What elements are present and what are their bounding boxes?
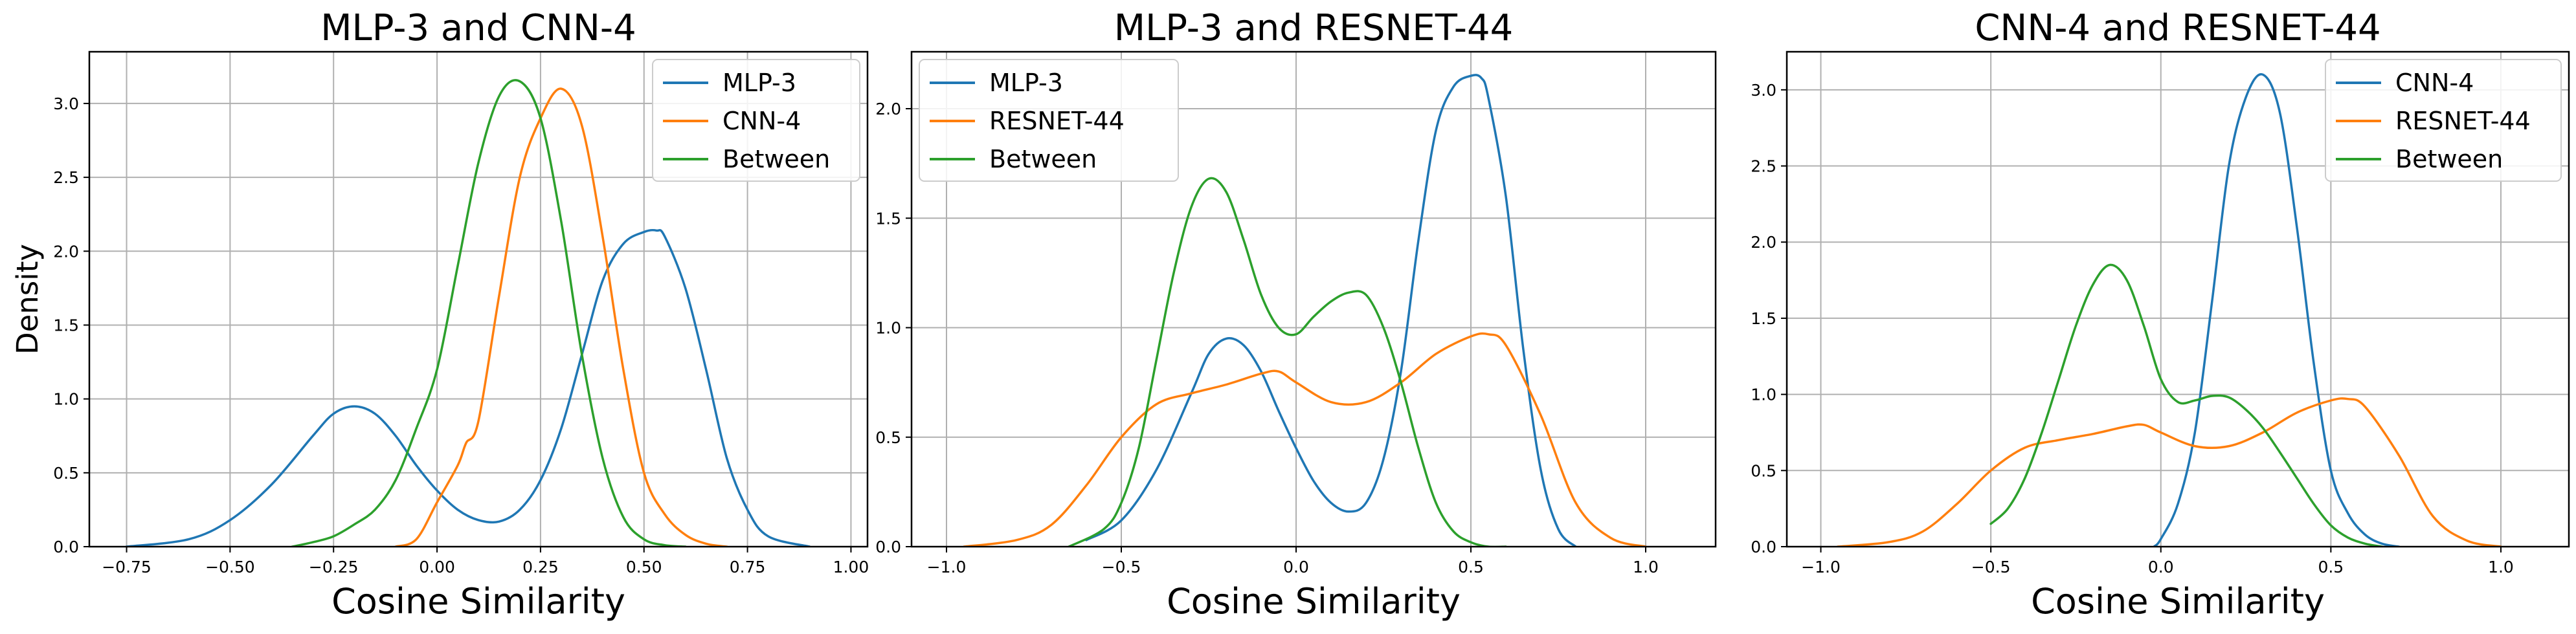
plot-frame <box>88 50 869 548</box>
legend-label: CNN-4 <box>2395 69 2474 97</box>
panel-mlp3-resnet44: −1.0 −0.5 0.0 0.5 1.0 0.0 0.5 1.0 1.5 2.0 MLP-3 an… <box>875 7 1717 622</box>
legend-box <box>652 59 860 182</box>
x-tick-label: −1.0 <box>1801 558 1841 576</box>
y-tick-label: 0.0 <box>53 538 79 556</box>
series-line-between <box>1068 177 1507 547</box>
x-tick-label: 0.0 <box>1283 558 1309 576</box>
legend-label: MLP-3 <box>722 69 796 97</box>
chart-title: CNN-4 and RESNET-44 <box>1975 7 2380 49</box>
y-tick-label: 3.0 <box>1751 81 1776 100</box>
plot-frame <box>910 50 1717 548</box>
x-axis-label: Cosine Similarity <box>331 581 625 622</box>
x-tick-label: 0.50 <box>626 558 662 576</box>
y-tick-label: 2.0 <box>53 242 79 261</box>
series-group <box>1837 73 2502 547</box>
y-tick-label: 1.0 <box>1751 386 1776 404</box>
legend-box <box>2325 59 2562 182</box>
y-tick-label: 0.5 <box>875 428 901 447</box>
x-tick-label: 0.25 <box>522 558 559 576</box>
series-line-mlp-3 <box>1085 74 1577 547</box>
panel-cnn4-resnet44: −1.0 −0.5 0.0 0.5 1.0 0.0 0.5 1.0 1.5 2.0 2.5 3.0 CN… <box>1751 7 2570 622</box>
series-line-resnet-44 <box>963 332 1647 547</box>
y-tick-label: 1.5 <box>875 209 901 228</box>
x-tick-label: 0.0 <box>2148 558 2174 576</box>
legend-box <box>919 59 1179 182</box>
x-tick-label: −0.50 <box>205 558 255 576</box>
x-tick-label: 0.5 <box>2318 558 2344 576</box>
legend: MLP-3 RESNET-44 Between <box>919 59 1179 182</box>
series-line-resnet-44 <box>1837 397 2502 547</box>
series-line-cnn-4 <box>394 87 728 547</box>
series-group <box>963 74 1647 547</box>
y-tick-label: 2.5 <box>1751 157 1776 176</box>
y-tick-label: 1.5 <box>53 316 79 334</box>
series-line-cnn-4 <box>2153 73 2401 547</box>
legend: MLP-3 CNN-4 Between <box>652 59 860 182</box>
legend-label: CNN-4 <box>722 107 801 135</box>
series-line-between <box>1989 263 2383 547</box>
y-tick-label: 2.0 <box>875 100 901 118</box>
chart-title: MLP-3 and CNN-4 <box>320 7 636 49</box>
panel-mlp3-cnn4: −0.75 −0.50 −0.25 0.00 0.25 0.50 0.75 1.00 0.0 0.… <box>10 7 869 622</box>
y-tick-label: 1.0 <box>875 319 901 338</box>
x-tick-label: 0.5 <box>1458 558 1484 576</box>
x-tick-label: −0.5 <box>1102 558 1141 576</box>
series-group <box>125 79 811 547</box>
x-tick-label: 1.00 <box>833 558 869 576</box>
y-tick-label: 2.5 <box>53 168 79 187</box>
x-tick-label: −0.25 <box>309 558 359 576</box>
y-tick-label: 0.5 <box>1751 461 1776 480</box>
x-tick-label: −0.5 <box>1971 558 2011 576</box>
y-tick-label: 1.5 <box>1751 309 1776 328</box>
y-tick-label: 1.0 <box>53 390 79 409</box>
legend-label: RESNET-44 <box>989 107 1125 135</box>
x-tick-label: 1.0 <box>2488 558 2514 576</box>
series-line-mlp-3 <box>125 228 811 547</box>
legend-label: Between <box>2395 145 2503 173</box>
series-line-between <box>291 79 687 547</box>
y-axis-label: Density <box>10 244 45 355</box>
plot-frame <box>1786 50 2570 548</box>
legend-label: MLP-3 <box>989 69 1063 97</box>
legend-label: Between <box>722 145 830 173</box>
y-tick-label: 0.0 <box>1751 538 1776 556</box>
x-axis-label: Cosine Similarity <box>1167 581 1461 622</box>
y-tick-label: 3.0 <box>53 94 79 113</box>
legend-label: RESNET-44 <box>2395 107 2531 135</box>
legend-label: Between <box>989 145 1097 173</box>
x-tick-label: −0.75 <box>102 558 151 576</box>
x-tick-label: 0.00 <box>419 558 455 576</box>
x-axis-label: Cosine Similarity <box>2031 581 2325 622</box>
x-tick-label: −1.0 <box>927 558 967 576</box>
chart-title: MLP-3 and RESNET-44 <box>1114 7 1514 49</box>
x-tick-label: 1.0 <box>1633 558 1659 576</box>
legend: CNN-4 RESNET-44 Between <box>2325 59 2562 182</box>
y-tick-label: 0.5 <box>53 464 79 483</box>
y-tick-label: 2.0 <box>1751 233 1776 252</box>
x-tick-label: 0.75 <box>730 558 766 576</box>
y-tick-label: 0.0 <box>875 538 901 556</box>
